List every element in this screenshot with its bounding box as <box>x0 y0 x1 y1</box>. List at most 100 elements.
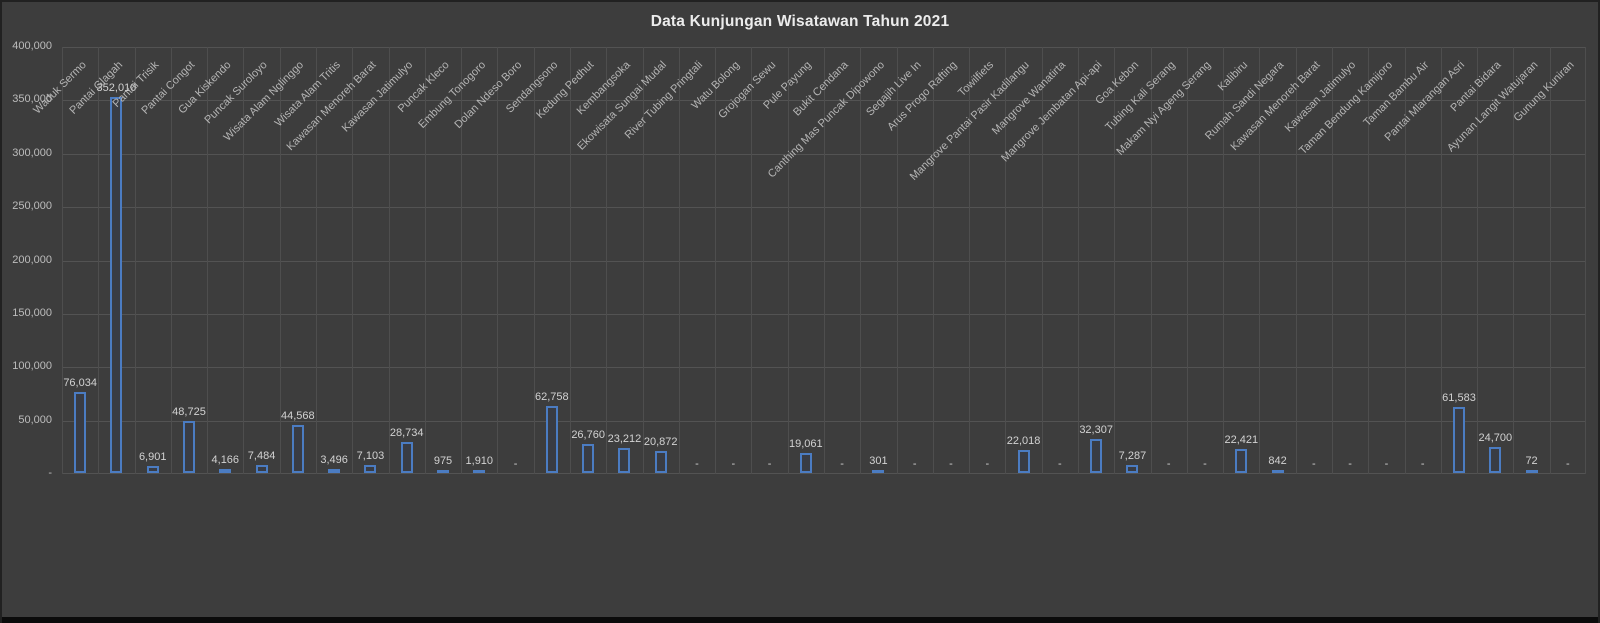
bar-value-label: - <box>840 458 844 470</box>
bar <box>182 421 195 473</box>
bar <box>400 442 413 473</box>
bar <box>1235 449 1248 473</box>
bar-value-label: 975 <box>433 455 453 467</box>
v-gridline <box>1150 47 1152 474</box>
v-gridline <box>352 47 354 474</box>
v-gridline <box>316 47 317 474</box>
bar-value-label: 19,061 <box>789 437 823 450</box>
bar-value-label: 26,760 <box>571 429 605 442</box>
bar-value-label: 22,421 <box>1224 434 1259 447</box>
v-gridline <box>787 47 789 474</box>
v-gridline <box>1223 47 1225 474</box>
y-axis-tick-label: 250,000 <box>12 200 52 213</box>
bar <box>654 450 667 473</box>
bar-value-label: 24,700 <box>1478 431 1513 444</box>
x-axis-category-label: Wisata Alam Tritis <box>272 59 343 130</box>
v-gridline <box>1114 47 1116 474</box>
v-gridline <box>642 47 644 474</box>
v-gridline <box>1513 47 1515 474</box>
bar <box>74 391 87 473</box>
v-gridline <box>715 47 717 474</box>
v-gridline <box>279 47 281 474</box>
bar-value-label: - <box>912 458 917 470</box>
bar <box>1126 465 1139 473</box>
chart-title: Data Kunjungan Wisatawan Tahun 2021 <box>650 13 950 30</box>
bar-value-label: 842 <box>1268 455 1287 467</box>
bar-value-label: 32,307 <box>1079 423 1113 436</box>
v-gridline <box>1005 47 1007 474</box>
bar-value-label: 23,212 <box>607 433 642 446</box>
bar-value-label: - <box>949 458 953 470</box>
y-axis-tick-label: - <box>48 467 52 479</box>
bar <box>799 452 812 473</box>
v-gridline <box>570 47 571 474</box>
bar-value-label: 352,010 <box>96 82 137 95</box>
v-gridline <box>824 47 825 474</box>
bar <box>582 444 595 473</box>
v-gridline <box>388 47 390 474</box>
bar-value-label: 48,725 <box>172 406 206 418</box>
bar-value-label: - <box>1348 458 1352 470</box>
bar <box>110 97 123 473</box>
bar-value-label: 72 <box>1525 455 1538 467</box>
v-gridline <box>1332 47 1333 474</box>
bar <box>872 470 885 473</box>
y-axis-tick-label: 400,000 <box>12 40 52 52</box>
bar-value-label: 61,583 <box>1442 392 1476 405</box>
v-gridline <box>98 47 100 474</box>
x-axis-category-label: Taman Bambu Air <box>1361 59 1432 129</box>
x-axis-category-label: Dolan Ndeso Boro <box>452 59 525 132</box>
v-gridline <box>1186 47 1188 474</box>
v-gridline <box>860 47 862 474</box>
bar <box>1017 449 1030 473</box>
bar-value-label: 28,734 <box>389 427 424 440</box>
bar-value-label: - <box>513 458 518 470</box>
bar <box>437 470 449 473</box>
y-axis-tick-label: 200,000 <box>12 253 52 266</box>
bar-value-label: 301 <box>869 455 888 467</box>
bar-value-label: 4,166 <box>211 453 240 466</box>
y-axis-tick-label: 100,000 <box>12 360 52 373</box>
bar-value-label: - <box>1166 458 1171 470</box>
v-gridline <box>932 47 934 474</box>
v-gridline <box>1078 47 1079 474</box>
x-axis-category-label: Embung Tonogoro <box>415 59 488 131</box>
v-gridline <box>243 47 245 474</box>
v-gridline <box>606 47 608 474</box>
bar-value-label: 44,568 <box>281 410 315 423</box>
bar-value-label: - <box>1566 458 1570 470</box>
v-gridline <box>1041 47 1043 474</box>
v-gridline <box>1440 47 1442 474</box>
bar <box>291 425 304 473</box>
bar <box>618 448 631 473</box>
bar-value-label: - <box>1058 458 1062 470</box>
bar-value-label: 6,901 <box>138 450 167 463</box>
v-gridline <box>1549 47 1551 474</box>
bar-value-label: - <box>985 458 990 470</box>
v-gridline <box>1585 47 1586 474</box>
bar-value-label: - <box>1384 458 1389 470</box>
v-gridline <box>207 47 209 474</box>
v-gridline <box>1477 47 1479 474</box>
bar <box>1489 446 1502 473</box>
bar-value-label: - <box>1312 458 1316 470</box>
v-gridline <box>1404 47 1406 474</box>
bar-value-label: 62,758 <box>535 391 569 404</box>
v-gridline <box>170 47 172 474</box>
bar <box>364 465 377 473</box>
v-gridline <box>497 47 499 474</box>
y-axis-tick-label: 350,000 <box>12 93 52 106</box>
bar-value-label: 7,103 <box>356 450 385 463</box>
v-gridline <box>751 47 753 474</box>
v-gridline <box>533 47 535 474</box>
bar <box>473 470 486 473</box>
x-axis-category-label: Puncak Suroloyo <box>202 59 271 127</box>
bar-value-label: - <box>1203 458 1207 470</box>
bar <box>1271 470 1284 473</box>
v-gridline <box>134 47 136 474</box>
bar <box>1453 407 1465 473</box>
bar <box>328 469 341 473</box>
v-gridline <box>424 47 426 474</box>
bar-value-label: 3,496 <box>320 454 348 467</box>
